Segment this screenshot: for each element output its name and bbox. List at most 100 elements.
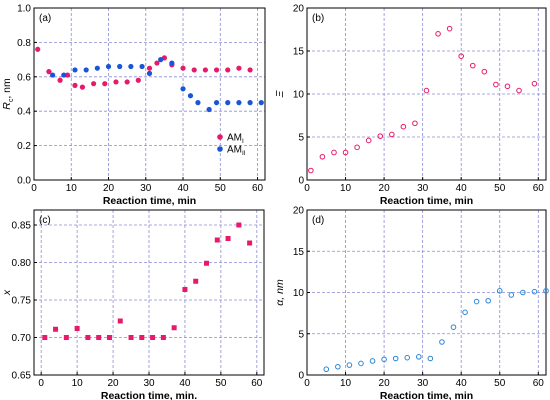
data-point	[493, 81, 499, 88]
data-point	[187, 93, 194, 99]
data-point	[346, 362, 353, 368]
data-point	[113, 79, 119, 85]
data-point	[139, 63, 145, 70]
x-tick-label: 30	[143, 378, 155, 389]
data-point	[72, 82, 78, 88]
data-point	[182, 287, 188, 292]
data-point	[135, 77, 141, 83]
data-point	[381, 356, 387, 363]
data-point	[412, 120, 418, 127]
data-point	[124, 79, 130, 85]
data-point	[458, 53, 464, 59]
data-point	[247, 67, 253, 73]
y-tick-label: 0.0	[17, 176, 31, 187]
data-point	[202, 67, 208, 73]
legend-label: AMI	[227, 133, 244, 146]
data-point	[331, 149, 337, 156]
panel-b: 0 10 20 30 40 50 60 0 5 10 15 20 (b) Reaction time, m…	[274, 4, 547, 207]
y-tick-label: 0	[298, 176, 304, 187]
data-point	[35, 46, 41, 52]
x-tick-label: 40	[456, 378, 468, 389]
data-point	[247, 240, 253, 246]
x-axis-label: Reaction time, min	[380, 195, 473, 207]
data-point	[225, 100, 231, 106]
data-point	[214, 237, 220, 243]
data-point	[79, 84, 86, 90]
y-tick-label: 0.75	[12, 296, 32, 307]
y-tick-label: 0.8	[17, 38, 31, 49]
y-axis-label: Ξ	[274, 89, 286, 98]
data-point	[193, 278, 199, 284]
data-point	[469, 62, 476, 69]
data-point	[258, 100, 264, 106]
data-point	[247, 100, 253, 106]
y-tick-label: 0.85	[12, 221, 32, 232]
x-tick-label: 50	[494, 378, 506, 389]
data-point	[128, 335, 134, 340]
data-point	[106, 335, 112, 340]
panel-label: (a)	[39, 13, 51, 24]
data-point	[446, 25, 453, 32]
legend-label-sub: II	[242, 150, 246, 157]
data-point	[400, 123, 407, 130]
x-tick-label: 30	[417, 183, 429, 194]
data-point	[392, 355, 399, 362]
data-point	[206, 106, 212, 113]
panel-label: (b)	[312, 13, 324, 24]
y-tick-label: 5	[298, 329, 304, 340]
data-point	[213, 67, 220, 73]
data-point	[319, 153, 326, 160]
x-axis-label: Reaction time, min	[103, 195, 196, 207]
data-point	[74, 326, 80, 331]
data-point	[96, 335, 102, 340]
x-tick-label: 60	[251, 378, 263, 389]
data-point	[423, 87, 430, 94]
y-tick-label: 15	[293, 247, 305, 258]
x-tick-label: 40	[179, 378, 191, 389]
x-tick-label: 10	[340, 378, 352, 389]
y-tick-label: 0.65	[12, 371, 32, 382]
data-point	[91, 81, 97, 87]
x-tick-label: 0	[31, 183, 37, 194]
data-point	[473, 298, 480, 305]
x-tick-label: 20	[379, 378, 391, 389]
x-tick-label: 0	[304, 378, 310, 389]
data-point	[180, 86, 186, 92]
data-point	[435, 31, 441, 37]
x-tick-label: 60	[533, 183, 545, 194]
data-point	[504, 83, 511, 90]
y-tick-label: 0.80	[12, 258, 32, 269]
data-point	[516, 87, 522, 94]
panel-label: (c)	[39, 215, 51, 226]
x-tick-label: 60	[533, 378, 545, 389]
data-point	[404, 354, 411, 361]
data-point	[117, 63, 123, 70]
y-tick-label: 0.4	[17, 107, 31, 118]
data-point	[369, 358, 376, 364]
data-point	[236, 222, 242, 228]
data-point	[146, 70, 153, 76]
legend-marker	[217, 146, 223, 152]
panel-d: 0 10 20 30 40 50 60 0 5 10 15 20 (d) Reaction time, m…	[274, 206, 549, 400]
y-label-sub: c	[8, 98, 15, 102]
x-tick-label: 10	[72, 378, 84, 389]
data-point	[83, 67, 89, 73]
data-point	[520, 289, 526, 296]
y-tick-label: 15	[293, 47, 305, 58]
x-tick-label: 10	[66, 183, 78, 194]
y-tick-label: 0.70	[12, 333, 32, 344]
x-axis-label: Reaction time, min.	[101, 390, 197, 400]
data-point	[154, 60, 160, 66]
plot-frame	[33, 7, 266, 181]
x-tick-label: 60	[252, 183, 264, 194]
y-tick-label: 20	[293, 4, 305, 15]
data-point	[117, 318, 123, 324]
x-tick-label: 20	[379, 183, 391, 194]
legend-label-main: AM	[227, 145, 242, 156]
data-point	[335, 363, 341, 370]
legend-label-main: AM	[227, 133, 242, 144]
panel-c: 0 10 20 30 40 50 60 0.65 0.70 0.75 0.80 0.85 (c) Reac…	[1, 209, 265, 400]
data-point	[57, 77, 63, 83]
data-point	[481, 68, 488, 75]
data-point	[450, 324, 457, 330]
